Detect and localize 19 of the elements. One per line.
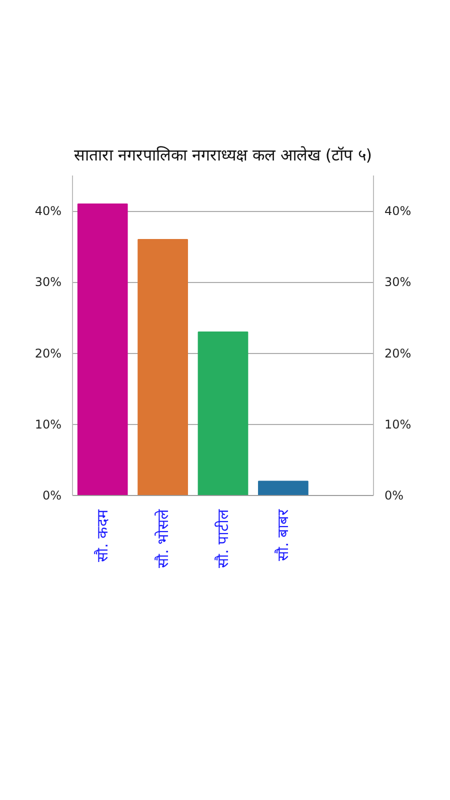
x-tick-label: सौ. कदम (94, 508, 112, 562)
bar (77, 203, 128, 496)
y2-tick-label: 20% (384, 346, 412, 360)
y2-tick-label: 10% (384, 417, 412, 432)
y2-tick-label: 40% (384, 204, 412, 218)
y2-tick-label: 30% (384, 275, 412, 290)
chart-title: सातारा नगरपालिका नगराध्यक्ष कल आलेख (टॉप ५) (74, 146, 372, 164)
bar (198, 331, 248, 496)
y-tick-label: 40% (34, 204, 62, 218)
x-tick-label: सौ. पाटील (214, 508, 232, 568)
y-tick-label: 20% (34, 346, 62, 360)
y2-tick-label: 0% (384, 488, 404, 502)
y-tick-label: 0% (42, 488, 62, 502)
y-tick-label: 30% (34, 275, 62, 290)
x-tick-label: सौ. भोसले (154, 508, 172, 568)
bar (138, 239, 188, 496)
bar (258, 480, 308, 496)
x-tick-label: सौ. बाबर (274, 508, 292, 562)
y-tick-label: 10% (34, 417, 62, 432)
